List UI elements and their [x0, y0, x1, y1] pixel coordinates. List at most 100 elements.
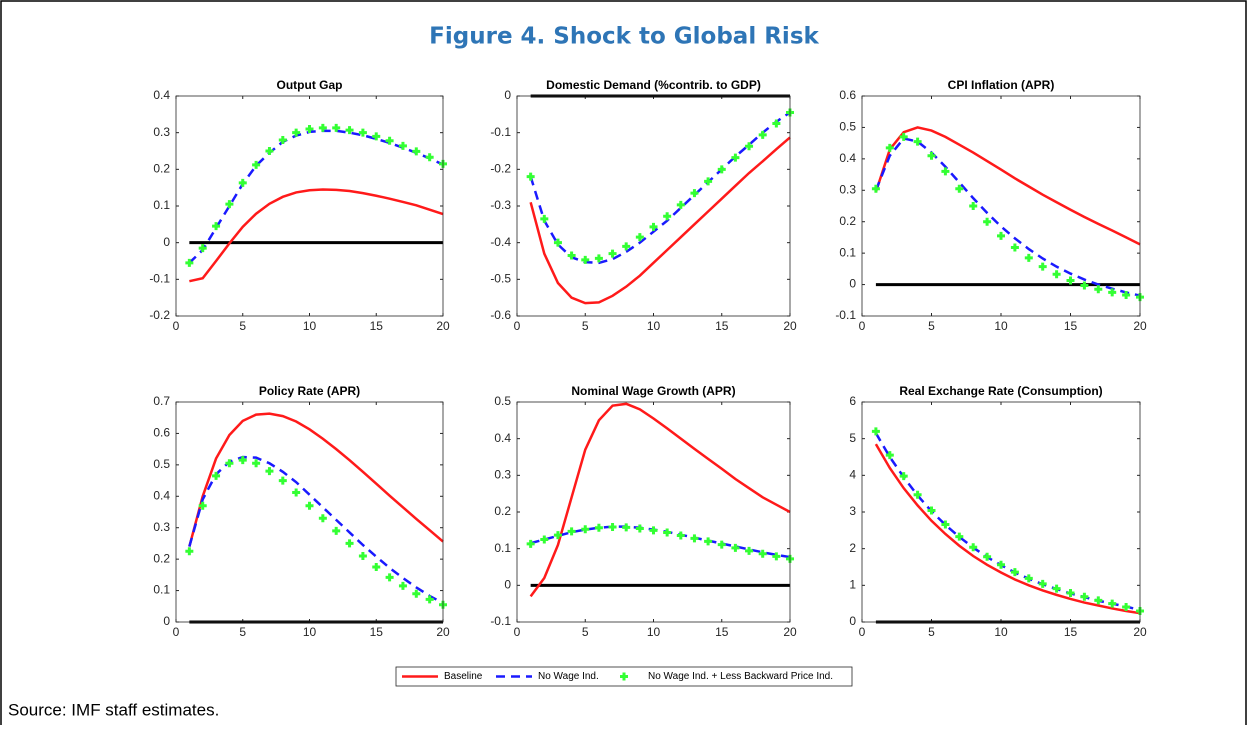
y-tick-label: 0: [163, 235, 170, 249]
plus-marker: [704, 537, 713, 546]
plus-marker: [1038, 262, 1047, 271]
plus-marker: [372, 563, 381, 571]
x-tick-label: 5: [239, 625, 246, 639]
legend-label: No Wage Ind. + Less Backward Price Ind.: [648, 671, 833, 682]
plus-marker: [265, 147, 274, 155]
y-tick-label: 0.1: [153, 198, 170, 212]
plot-area: [862, 402, 1140, 622]
y-tick-label: 0.2: [153, 551, 170, 565]
y-tick-label: 3: [849, 504, 856, 518]
plus-marker: [567, 251, 576, 260]
plus-marker: [185, 258, 194, 267]
plus-marker: [649, 222, 658, 231]
plus-marker: [345, 126, 354, 135]
y-tick-label: 0.4: [153, 488, 170, 502]
series-line: [188, 412, 444, 547]
plus-marker: [983, 552, 992, 561]
y-tick-label: -0.2: [149, 308, 170, 322]
x-tick-label: 0: [173, 319, 180, 333]
y-tick-label: 0.2: [494, 504, 511, 518]
x-tick-label: 10: [647, 625, 661, 639]
x-tick-label: 15: [1064, 319, 1078, 333]
x-tick-label: 10: [647, 319, 661, 333]
plus-marker: [941, 167, 950, 176]
y-tick-label: 0.1: [494, 541, 511, 555]
x-tick-label: 0: [514, 319, 521, 333]
y-tick-label: 0.5: [494, 394, 511, 408]
plus-marker: [955, 184, 964, 193]
x-tick-label: 5: [582, 319, 589, 333]
panel-title: Nominal Wage Growth (APR): [571, 384, 735, 398]
plus-marker: [1052, 270, 1061, 279]
y-tick-label: 0.1: [839, 245, 856, 259]
y-tick-label: 0.3: [153, 520, 170, 534]
plus-marker: [690, 534, 699, 543]
plus-marker: [608, 523, 617, 532]
x-tick-label: 15: [715, 625, 729, 639]
plus-marker: [622, 523, 631, 532]
plus-marker: [1066, 276, 1075, 285]
y-tick-label: 5: [849, 431, 856, 445]
y-tick-label: 1: [849, 578, 856, 592]
plus-marker: [871, 427, 880, 436]
plus-marker: [540, 535, 549, 544]
plus-marker: [594, 254, 603, 263]
plus-marker: [526, 172, 535, 181]
plus-marker: [1038, 579, 1047, 588]
y-tick-label: -0.3: [490, 198, 511, 212]
y-tick-label: 0: [504, 88, 511, 102]
plus-marker: [1066, 589, 1075, 598]
plus-marker: [885, 451, 894, 460]
plus-marker: [717, 165, 726, 174]
plus-marker: [983, 217, 992, 226]
plus-marker: [1080, 592, 1089, 601]
y-tick-label: 0: [849, 614, 856, 628]
y-tick-label: 0.2: [839, 214, 856, 228]
plus-marker: [225, 459, 234, 468]
plus-marker: [212, 222, 221, 231]
plus-marker: [198, 244, 207, 253]
legend-label: No Wage Ind.: [538, 671, 599, 682]
x-tick-label: 0: [173, 625, 180, 639]
plus-marker: [1094, 596, 1103, 605]
plus-marker: [318, 514, 327, 523]
plus-marker: [772, 552, 781, 561]
plus-marker: [772, 119, 781, 128]
plus-marker: [608, 249, 617, 258]
plus-marker: [358, 552, 367, 560]
plus-marker: [238, 178, 247, 187]
plus-marker: [913, 137, 922, 146]
x-tick-label: 10: [994, 625, 1008, 639]
plot-frame: [175, 401, 444, 623]
y-tick-label: 0.4: [494, 431, 511, 445]
plus-marker: [690, 189, 699, 198]
y-tick-label: 0: [163, 614, 170, 628]
y-tick-label: 6: [849, 394, 856, 408]
plus-marker: [927, 151, 936, 160]
panel-title: Domestic Demand (%contrib. to GDP): [546, 78, 761, 92]
plus-marker: [1122, 602, 1131, 611]
y-tick-label: 0.3: [839, 182, 856, 196]
source-note: Source: IMF staff estimates.: [8, 700, 219, 719]
plus-marker: [385, 136, 394, 145]
plus-marker: [731, 543, 740, 552]
plus-marker: [731, 153, 740, 162]
y-tick-label: 0.1: [153, 583, 170, 597]
y-tick-label: 0.2: [153, 162, 170, 176]
x-tick-label: 10: [994, 319, 1008, 333]
plus-marker: [913, 490, 922, 499]
y-tick-label: 0.7: [153, 394, 170, 408]
series-line: [874, 126, 1141, 246]
y-tick-label: -0.1: [149, 272, 170, 286]
plus-marker: [345, 539, 354, 548]
plus-marker: [871, 184, 880, 193]
plus-marker: [1024, 253, 1033, 262]
series-line: [189, 188, 444, 283]
plus-marker: [292, 488, 301, 497]
plus-marker: [398, 581, 407, 590]
y-tick-label: 0.3: [494, 468, 511, 482]
plus-marker: [1122, 290, 1131, 299]
series-line: [874, 443, 1141, 615]
plot-area: [517, 402, 790, 622]
